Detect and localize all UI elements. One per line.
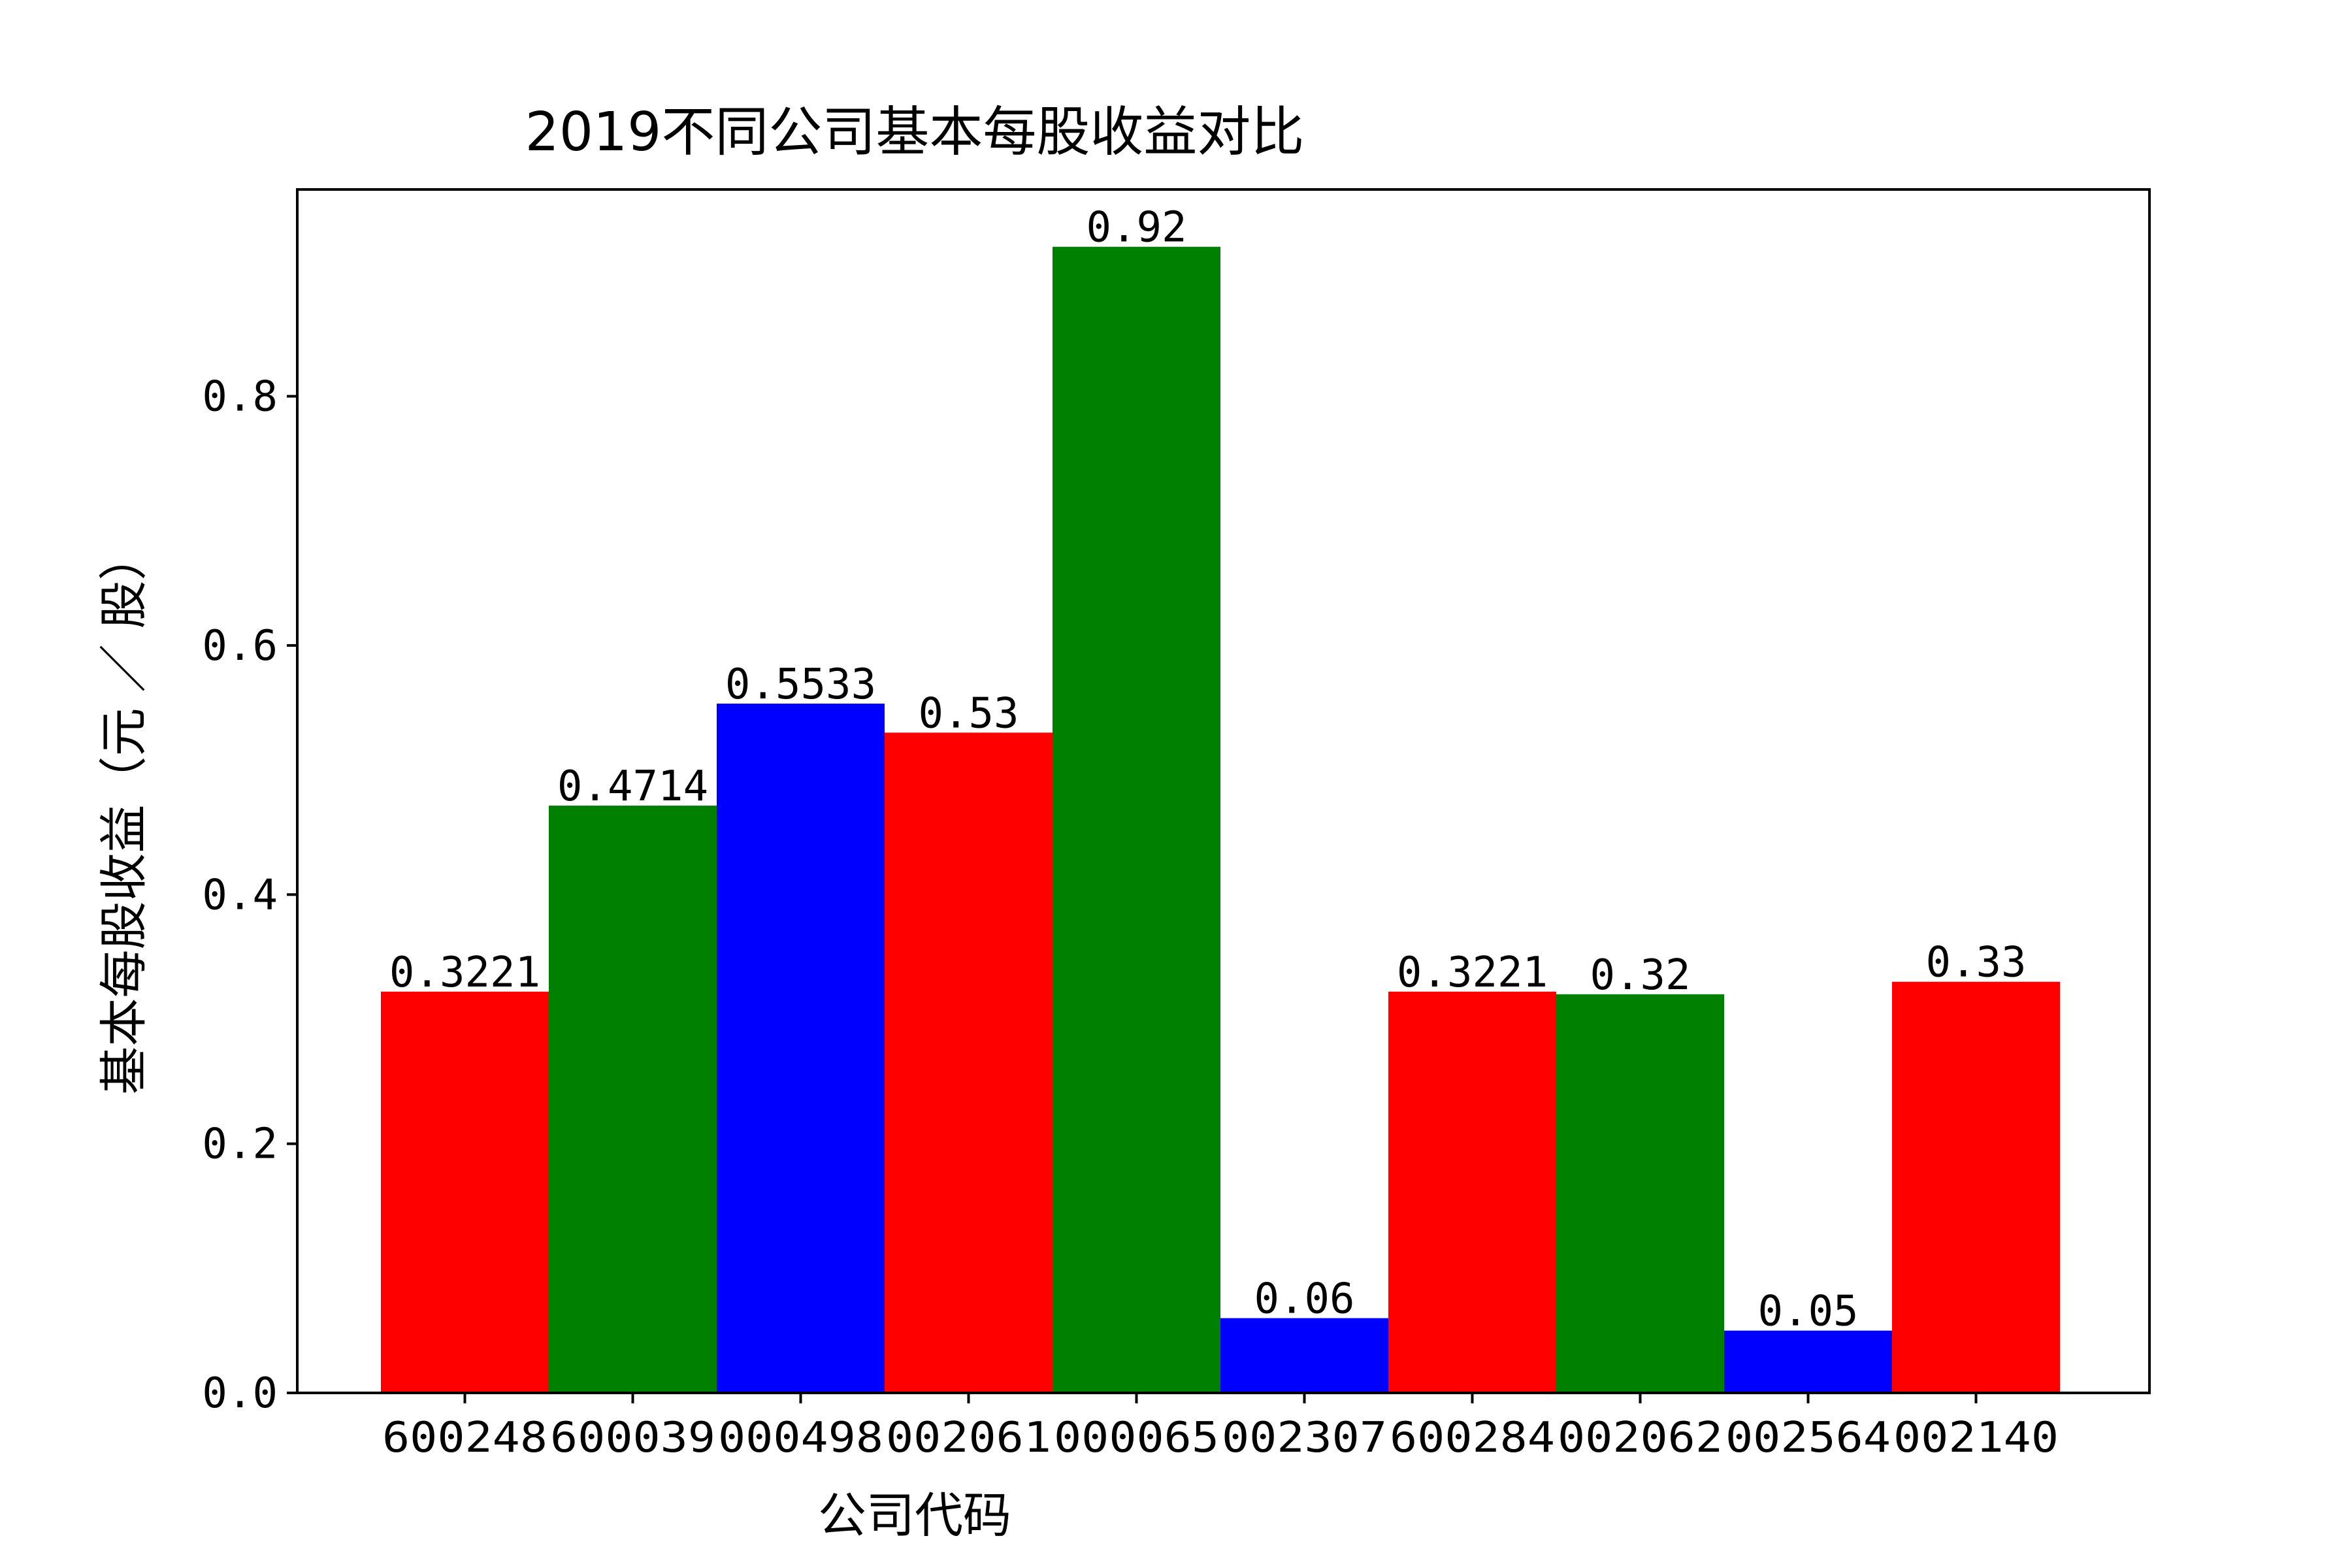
x-tick-label: 600284 — [1390, 1414, 1555, 1462]
x-tick-label: 002062 — [1558, 1414, 1723, 1462]
data-label: 0.53 — [918, 689, 1019, 738]
x-axis-label: 公司代码 — [818, 1488, 1011, 1544]
bar-600284 — [1388, 991, 1556, 1393]
data-label: 0.05 — [1757, 1288, 1858, 1336]
y-axis-label: 基本每股收益（元 ／ 股） — [96, 532, 152, 1094]
x-tick-label: 600248 — [382, 1414, 547, 1462]
y-tick-label: 0.8 — [202, 373, 278, 421]
x-tick-label: 000498 — [718, 1414, 883, 1462]
x-tick-label: 002061 — [886, 1414, 1051, 1462]
x-tick-label: 002140 — [1893, 1414, 2059, 1462]
y-tick-label: 0.4 — [202, 871, 278, 919]
bar-002061 — [885, 732, 1053, 1393]
data-label: 0.33 — [1925, 939, 2026, 987]
y-tick-label: 0.0 — [202, 1369, 278, 1418]
y-tick-label: 0.2 — [202, 1120, 278, 1169]
bar-000065 — [1053, 246, 1220, 1393]
data-label: 0.5533 — [725, 661, 876, 709]
bar-600039 — [549, 806, 717, 1393]
data-label: 0.3221 — [1397, 949, 1548, 997]
x-tick-label: 002307 — [1222, 1414, 1387, 1462]
x-tick-label: 600039 — [550, 1414, 715, 1462]
data-label: 0.32 — [1590, 951, 1690, 1000]
bar-002140 — [1892, 981, 2060, 1393]
bar-000498 — [717, 703, 885, 1393]
plot-frame — [296, 188, 2151, 1394]
x-tick-label: 000065 — [1054, 1414, 1219, 1462]
x-tick-label: 002564 — [1725, 1414, 1891, 1462]
y-tick-label: 0.6 — [202, 622, 278, 670]
data-label: 0.3221 — [389, 949, 540, 997]
data-label: 0.4714 — [557, 762, 708, 811]
data-label: 0.06 — [1254, 1275, 1354, 1324]
data-label: 0.92 — [1086, 204, 1186, 252]
bar-002062 — [1556, 994, 1724, 1393]
plot-area: 0.3221 0.4714 0.5533 0.53 0.92 0.06 0.3221 0.32… — [202, 188, 2151, 1462]
bar-002564 — [1724, 1330, 1892, 1393]
bar-002307 — [1220, 1318, 1388, 1393]
bar-600248 — [381, 991, 549, 1393]
chart-title: 2019不同公司基本每股收益对比 — [525, 101, 1305, 163]
